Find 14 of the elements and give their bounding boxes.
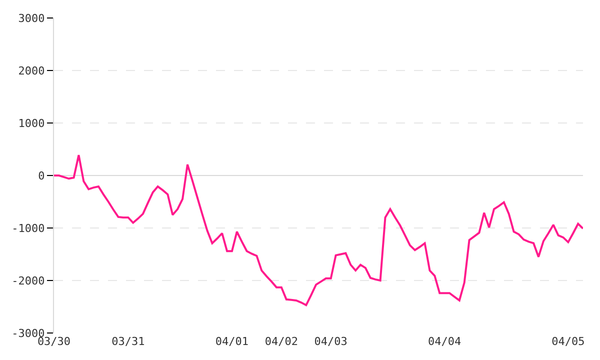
x-tick-label: 03/31 (112, 335, 145, 348)
y-tick-label: -1000 (12, 222, 45, 235)
y-tick-label: 1000 (18, 116, 45, 130)
x-tick-label: 04/01 (215, 335, 249, 348)
y-tick-label: 2000 (18, 64, 45, 78)
line-series (54, 154, 583, 306)
y-tick-label: 0 (38, 169, 45, 182)
y-tick-label: 3000 (18, 12, 45, 25)
x-tick-label: 04/05 (552, 335, 585, 348)
x-tick-label: 03/30 (37, 335, 71, 348)
x-tick-label: 04/03 (314, 335, 348, 348)
x-tick-label: 04/04 (428, 335, 462, 348)
x-tick-label: 04/02 (264, 335, 298, 348)
y-tick-label: -2000 (12, 274, 45, 288)
